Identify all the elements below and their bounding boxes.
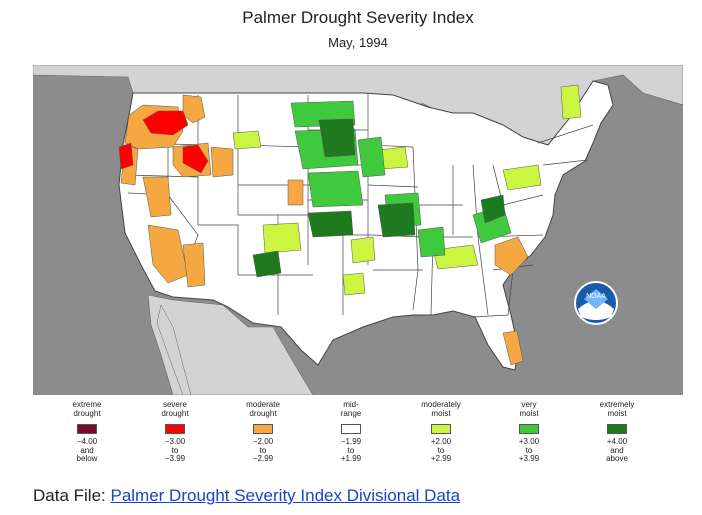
extremely-moist-regions [252,118,506,278]
legend-swatch [253,424,273,434]
division-nevada-north [142,176,172,218]
legend-caption: very moist [519,400,539,418]
legend-item: extremely moist +4.00 and above [582,398,652,464]
division-montana-central [232,130,262,150]
mexico-land [147,294,314,396]
pdsi-figure: Palmer Drought Severity Index May, 1994 [32,0,695,478]
legend-item: very moist +3.00 to +3.99 [494,398,564,464]
division-washington-central [142,110,189,136]
division-tennessee [417,226,446,258]
legend-caption: severe drought [161,400,189,418]
legend-caption: moderately moist [421,400,461,418]
noaa-logo: NOAA [574,281,618,325]
division-oklahoma [350,236,376,264]
legend-caption: extreme drought [72,400,102,418]
division-kansas [307,210,354,238]
noaa-logo-text: NOAA [586,293,606,300]
legend-range: −2.00 to −2.99 [252,437,274,463]
us-map-svg: NOAA [32,64,684,396]
legend-swatch [607,424,627,434]
legend-range: −1.99 to +1.99 [340,437,362,463]
pdsi-data-link[interactable]: Palmer Drought Severity Index Divisional… [110,486,461,505]
division-maine [560,84,582,120]
division-west-virginia [480,194,506,224]
drought-map: NOAA National Climatic Data Center [32,64,695,406]
severe-drought-regions [118,110,209,174]
legend-swatch [77,424,97,434]
division-arkansas [377,202,416,238]
legend-swatch [519,424,539,434]
division-california-south [147,224,189,284]
legend-item: severe drought −3.00 to −3.99 [140,398,210,464]
legend-caption: extremely moist [599,400,635,418]
legend-caption: moderate drought [246,400,280,418]
map-title: Palmer Drought Severity Index [242,8,474,27]
legend-range: +4.00 and above [606,437,628,463]
division-idaho-south [210,146,234,178]
division-iowa-west [357,136,386,178]
legend-range: −3.00 to −3.99 [164,437,186,463]
legend-item: mid- range −1.99 to +1.99 [316,398,386,464]
division-colorado-east [287,179,304,206]
division-new-mexico [262,222,302,254]
legend-item: extreme drought −4.00 and below [52,398,122,464]
division-oregon-southwest [118,142,134,170]
ncdc-credit: National Climatic Data Center [570,395,696,406]
division-oregon-northeast [182,144,209,174]
division-nebraska [307,170,364,208]
division-florida [502,330,524,366]
legend-swatch [431,424,451,434]
legend-item: moderately moist +2.00 to +2.99 [406,398,476,464]
division-south-carolina [494,236,529,276]
legend-swatch [341,424,361,434]
moderately-moist-regions [232,84,582,296]
legend-range: +2.00 to +2.99 [430,437,452,463]
legend-swatch [165,424,185,434]
data-file-line: Data File: Palmer Drought Severity Index… [33,486,460,506]
legend-range: −4.00 and below [76,437,98,463]
division-south-dakota-east [318,118,356,158]
division-texas-north [342,272,366,296]
division-new-mexico-south [252,250,282,278]
legend-caption: mid- range [340,400,362,418]
map-subtitle: May, 1994 [328,35,388,50]
legend-item: moderate drought −2.00 to −2.99 [228,398,298,464]
legend: extreme drought −4.00 and below severe dro… [33,398,683,476]
division-arizona-west [182,242,206,288]
division-pennsylvania [502,164,542,191]
data-file-label: Data File: [33,486,106,505]
legend-range: +3.00 to +3.99 [518,437,540,463]
